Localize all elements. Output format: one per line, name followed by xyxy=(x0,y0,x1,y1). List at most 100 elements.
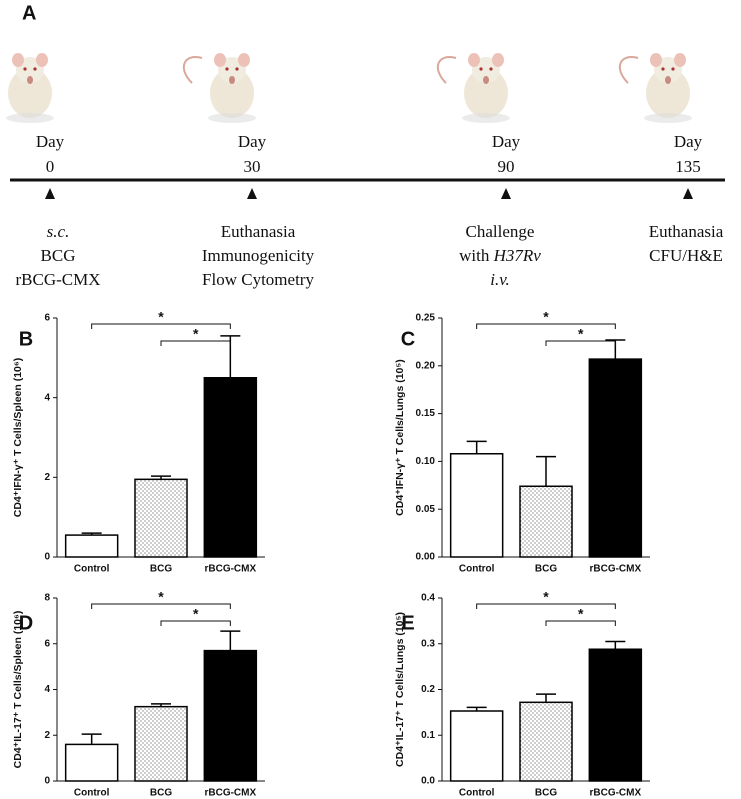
y-tick-label: 0 xyxy=(44,552,50,563)
panel-label: B xyxy=(19,328,33,350)
y-tick-label: 4 xyxy=(44,392,50,403)
event-marker xyxy=(247,188,257,199)
y-axis-label: CD4⁺IFN-γ⁺ T Cells/Spleen (10⁶) xyxy=(12,358,24,517)
y-tick-label: 8 xyxy=(44,593,50,604)
event-text: Immunogenicity xyxy=(202,246,315,265)
event-text-part: Euthanasia xyxy=(221,222,296,241)
bar xyxy=(64,743,119,782)
error-bar xyxy=(220,630,241,651)
bar-chart: B CD4⁺IFN-γ⁺ T Cells/Spleen (10⁶) 0 2 4 6 Cont… xyxy=(12,309,265,575)
y-tick-label: 0.00 xyxy=(416,552,436,563)
error-bar xyxy=(536,693,556,703)
y-tick-label: 6 xyxy=(44,638,50,649)
x-tick-label: Control xyxy=(459,788,495,799)
day-number: 135 xyxy=(675,157,701,176)
error-bar xyxy=(466,706,487,712)
mouse-icon xyxy=(182,52,257,124)
event-marker xyxy=(501,188,511,199)
y-tick-label: 0.1 xyxy=(421,730,435,741)
significance-bracket xyxy=(160,620,231,626)
event-text-part: Challenge xyxy=(466,222,535,241)
significance-label: * xyxy=(158,589,164,605)
y-tick-label: 0.05 xyxy=(416,504,436,515)
day-label: Day xyxy=(36,132,65,151)
bar xyxy=(588,648,643,782)
event-text-part: Immunogenicity xyxy=(202,246,315,265)
y-axis-label: CD4⁺IL-17⁺ T Cells/Lungs (10⁵) xyxy=(394,612,406,767)
event-text: i.v. xyxy=(490,270,510,289)
y-tick-label: 0.20 xyxy=(416,360,436,371)
event-text-part: BCG xyxy=(41,246,76,265)
day-number: 30 xyxy=(244,157,261,176)
y-tick-label: 2 xyxy=(44,472,50,483)
y-axis-label: CD4⁺IFN-γ⁺ T Cells/Lungs (10⁵) xyxy=(394,359,406,516)
day-number: 90 xyxy=(498,157,515,176)
event-text-part: with xyxy=(459,246,493,265)
bar xyxy=(64,534,119,558)
event-text-part: CFU/H&E xyxy=(649,246,723,265)
day-label: Day xyxy=(674,132,703,151)
event-text: Euthanasia xyxy=(221,222,296,241)
x-tick-label: BCG xyxy=(150,564,172,575)
bar xyxy=(134,705,188,782)
event-text: BCG xyxy=(41,246,76,265)
y-tick-label: 0.15 xyxy=(416,408,436,419)
bar xyxy=(203,649,258,782)
significance-label: * xyxy=(543,309,549,325)
bar xyxy=(588,358,643,558)
significance-bracket xyxy=(476,323,616,329)
event-marker xyxy=(683,188,693,199)
significance-label: * xyxy=(578,326,584,342)
bar xyxy=(449,710,504,782)
y-tick-label: 0.25 xyxy=(416,313,436,324)
event-text: CFU/H&E xyxy=(649,246,723,265)
error-bar xyxy=(151,475,171,480)
y-tick-label: 0.4 xyxy=(421,593,435,604)
y-tick-label: 4 xyxy=(44,684,50,695)
error-bar xyxy=(605,640,626,650)
significance-bracket xyxy=(91,603,231,609)
panel-label: D xyxy=(19,612,33,634)
significance-label: * xyxy=(578,606,584,622)
charts: B CD4⁺IFN-γ⁺ T Cells/Spleen (10⁶) 0 2 4 6 Cont… xyxy=(12,309,650,799)
x-tick-label: rBCG-CMX xyxy=(204,788,256,799)
day-number: 0 xyxy=(46,157,55,176)
bar xyxy=(203,377,258,558)
bar xyxy=(134,478,188,558)
significance-label: * xyxy=(193,326,199,342)
significance-label: * xyxy=(158,309,164,325)
y-tick-label: 6 xyxy=(44,313,50,324)
significance-bracket xyxy=(476,603,616,609)
y-tick-label: 0.0 xyxy=(421,776,435,787)
error-bar xyxy=(466,440,487,454)
event-text: Challenge xyxy=(466,222,535,241)
x-tick-label: Control xyxy=(74,564,110,575)
x-tick-label: rBCG-CMX xyxy=(204,564,256,575)
x-tick-label: BCG xyxy=(150,788,172,799)
event-text: Euthanasia xyxy=(649,222,724,241)
event-marker xyxy=(45,188,55,199)
event-text-part: H37Rv xyxy=(493,246,542,265)
mouse-icon xyxy=(436,52,511,124)
event-text-part: s.c. xyxy=(47,222,70,241)
event-text-part: Flow Cytometry xyxy=(202,270,314,289)
event-text: Flow Cytometry xyxy=(202,270,314,289)
x-tick-label: BCG xyxy=(535,564,557,575)
significance-bracket xyxy=(91,323,231,329)
y-tick-label: 0.10 xyxy=(416,456,436,467)
timeline-events: Day 0 s.c. BCG rBCG-CMX Day 30 Euthanasia Immuno… xyxy=(0,52,724,289)
significance-bracket xyxy=(545,620,616,626)
panel-label: E xyxy=(401,612,414,634)
x-tick-label: Control xyxy=(74,788,110,799)
x-tick-label: Control xyxy=(459,564,495,575)
event-text-part: Euthanasia xyxy=(649,222,724,241)
event-text-part: i.v. xyxy=(490,270,510,289)
event-text: s.c. xyxy=(47,222,70,241)
mouse-icon xyxy=(0,52,55,124)
bar-chart: C CD4⁺IFN-γ⁺ T Cells/Lungs (10⁵) 0.00 0.05 0… xyxy=(394,309,650,575)
day-label: Day xyxy=(238,132,267,151)
significance-bracket xyxy=(160,340,231,346)
y-tick-label: 0.2 xyxy=(421,684,435,695)
